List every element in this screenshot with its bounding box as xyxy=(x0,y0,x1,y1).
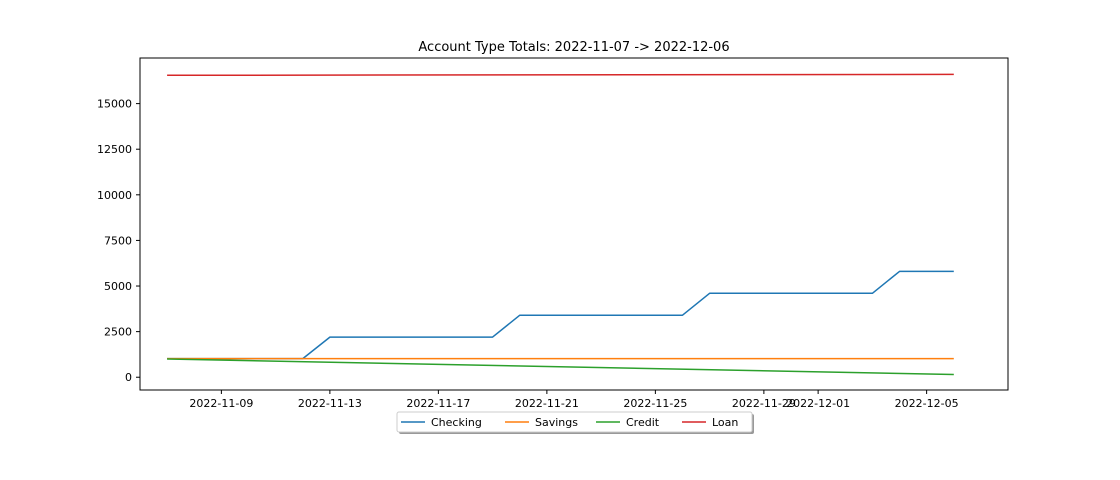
legend-label-credit: Credit xyxy=(626,416,660,429)
y-tick-label: 5000 xyxy=(104,280,132,293)
y-tick-label: 2500 xyxy=(104,326,132,339)
y-tick-label: 0 xyxy=(125,371,132,384)
x-tick-label: 2022-11-17 xyxy=(406,397,470,410)
x-tick-label: 2022-11-21 xyxy=(515,397,579,410)
y-tick-label: 10000 xyxy=(97,189,132,202)
legend: Checking Savings Credit Loan xyxy=(396,411,754,434)
legend-label-checking: Checking xyxy=(431,416,482,429)
legend-box xyxy=(396,411,753,433)
x-tick-label: 2022-11-25 xyxy=(623,397,687,410)
x-tick-label: 2022-11-29 xyxy=(732,397,796,410)
y-axis: 0 2500 5000 7500 10000 12500 15000 xyxy=(97,98,140,384)
y-tick-label: 7500 xyxy=(104,234,132,247)
y-tick-label: 15000 xyxy=(97,98,132,111)
x-tick-label: 2022-12-05 xyxy=(895,397,959,410)
legend-label-loan: Loan xyxy=(712,416,738,429)
series-line-credit xyxy=(167,358,954,376)
x-axis: 2022-11-09 2022-11-13 2022-11-17 2022-11-21… xyxy=(189,390,959,410)
plot-frame xyxy=(139,57,1009,391)
series-layer xyxy=(167,73,954,376)
x-tick-label: 2022-11-09 xyxy=(189,397,253,410)
series-line-loan xyxy=(167,73,954,77)
legend-label-savings: Savings xyxy=(535,416,578,429)
chart-title: Account Type Totals: 2022-11-07 -> 2022-… xyxy=(418,40,729,55)
series-line-checking xyxy=(167,270,954,360)
x-tick-label: 2022-12-01 xyxy=(786,397,850,410)
x-tick-label: 2022-11-13 xyxy=(298,397,362,410)
y-tick-label: 12500 xyxy=(97,143,132,156)
